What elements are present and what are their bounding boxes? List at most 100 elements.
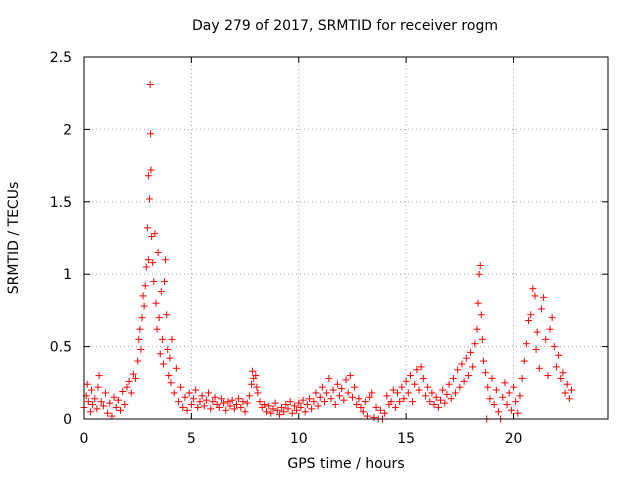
data-point — [117, 406, 125, 414]
data-point — [185, 389, 193, 397]
data-point — [207, 405, 215, 413]
data-point — [488, 374, 496, 382]
data-point — [565, 395, 573, 403]
data-point — [299, 396, 307, 404]
data-point — [253, 383, 261, 391]
data-point — [310, 398, 318, 406]
data-point — [163, 311, 171, 319]
data-point — [555, 351, 563, 359]
data-point — [469, 363, 477, 371]
data-point — [460, 377, 468, 385]
x-tick-label: 15 — [397, 431, 415, 447]
data-point — [101, 389, 109, 397]
data-point — [123, 383, 131, 391]
data-point — [112, 403, 120, 411]
data-point — [97, 398, 105, 406]
data-point — [323, 389, 331, 397]
data-point — [400, 395, 408, 403]
data-point — [490, 401, 498, 409]
data-point — [154, 248, 162, 256]
data-point — [114, 396, 122, 404]
data-point — [151, 230, 159, 238]
data-point — [527, 311, 535, 319]
data-point — [507, 406, 515, 414]
data-point — [372, 403, 380, 411]
data-point — [269, 405, 277, 413]
data-point — [404, 389, 412, 397]
data-point — [462, 354, 470, 362]
data-point — [557, 374, 565, 382]
data-point — [95, 372, 103, 380]
y-tick-label: 0.5 — [50, 340, 72, 356]
data-point — [486, 395, 494, 403]
data-point — [532, 345, 540, 353]
data-point — [162, 256, 170, 264]
data-point — [494, 408, 502, 416]
data-point — [406, 372, 414, 380]
data-point — [561, 389, 569, 397]
data-point — [301, 408, 309, 416]
data-point — [232, 401, 240, 409]
data-point — [190, 395, 198, 403]
y-axis-ticks: 0 0.5 1 1.5 2 2.5 — [50, 50, 608, 428]
data-point — [155, 314, 163, 322]
plot-frame — [83, 56, 609, 420]
data-point — [132, 374, 140, 382]
data-point — [138, 314, 146, 322]
data-point — [146, 195, 153, 203]
data-point — [503, 401, 511, 409]
data-point — [445, 380, 453, 388]
data-point — [129, 370, 137, 378]
data-point — [476, 262, 484, 270]
data-point — [318, 383, 326, 391]
data-point — [305, 395, 313, 403]
data-point — [542, 335, 550, 343]
data-point — [411, 380, 419, 388]
data-point — [226, 402, 234, 410]
data-point — [167, 379, 175, 387]
chart-title: Day 279 of 2017, SRMTID for receiver rog… — [192, 18, 498, 34]
data-point — [482, 369, 490, 377]
data-point — [196, 398, 204, 406]
data-point — [394, 389, 402, 397]
grid-lines — [84, 57, 608, 419]
data-point — [147, 166, 155, 174]
data-point — [237, 403, 245, 411]
data-point — [473, 325, 481, 333]
data-point — [127, 389, 135, 397]
data-point — [348, 393, 356, 401]
data-point — [241, 408, 249, 416]
data-point — [471, 340, 479, 348]
data-points — [80, 81, 575, 423]
data-point — [499, 393, 507, 401]
data-point — [94, 383, 102, 391]
data-point — [161, 277, 169, 285]
data-point — [398, 383, 406, 391]
data-point — [338, 385, 346, 393]
data-point — [522, 340, 530, 348]
data-point — [159, 360, 167, 368]
data-point — [436, 396, 444, 404]
data-point — [533, 328, 541, 336]
data-point — [467, 348, 475, 356]
data-point — [271, 399, 279, 407]
y-tick-label: 2.5 — [50, 50, 72, 66]
data-point — [439, 386, 447, 394]
data-point — [83, 380, 91, 388]
data-point — [368, 389, 376, 397]
y-tick-label: 2 — [63, 122, 72, 138]
data-point — [273, 406, 281, 414]
data-point — [93, 405, 101, 413]
data-point — [235, 395, 243, 403]
data-point — [449, 374, 457, 382]
data-point — [376, 406, 384, 414]
data-point — [454, 366, 462, 374]
data-point — [147, 130, 155, 138]
data-point — [243, 399, 251, 407]
data-point — [421, 392, 429, 400]
data-point — [535, 364, 543, 372]
data-point — [303, 401, 311, 409]
data-point — [537, 305, 545, 313]
data-point — [428, 389, 436, 397]
data-point — [293, 406, 301, 414]
